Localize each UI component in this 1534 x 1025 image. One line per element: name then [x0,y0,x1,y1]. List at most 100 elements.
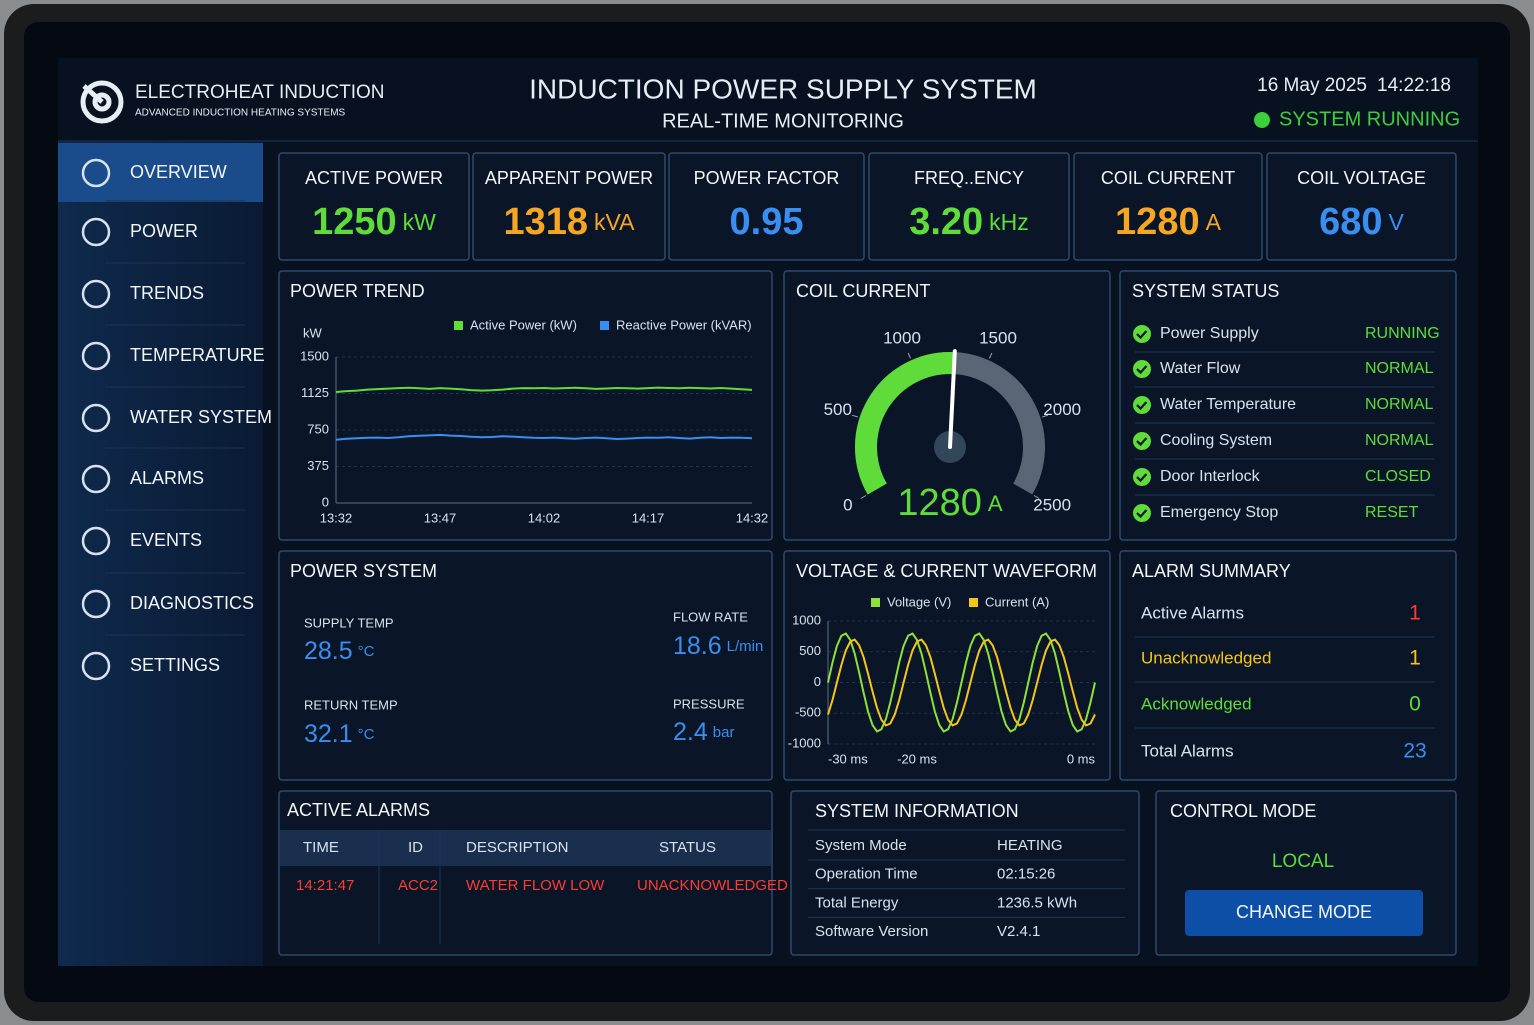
gauge-tick-label: 0 [843,495,852,514]
column-header: STATUS [659,839,716,856]
kpi-value: 0.95 [730,201,804,243]
status-check [1133,468,1151,486]
gauge-readout: 1280 A [897,482,1003,524]
nav-item[interactable]: TRENDS [130,283,204,303]
column-header: TIME [303,839,339,856]
alarm-label: Active Alarms [1141,603,1244,622]
status-state: RUNNING [1365,325,1440,342]
status-state: CLOSED [1365,468,1431,485]
kpi-number: 1280 [1115,201,1200,243]
panel [790,790,1140,956]
kpi-unit: kVA [594,209,635,235]
y-tick-label: 500 [799,643,821,658]
status-check [1133,504,1151,522]
nav-active [58,143,263,202]
panel-title: CONTROL MODE [1170,801,1316,821]
alarm-label: Acknowledged [1141,694,1252,713]
kpi-label: POWER FACTOR [694,168,840,188]
kpi-unit: V [1389,209,1405,235]
x-tick-label: 13:32 [320,510,353,525]
reading-value: 28.5 [304,637,353,665]
legend-label: Active Power (kW) [470,317,577,332]
alarm-label: Total Alarms [1141,741,1234,760]
reading-unit: L/min [727,638,764,655]
status-name: Power Supply [1160,325,1259,342]
status-name: Water Flow [1160,360,1241,377]
panel [472,152,666,261]
reading-label: FLOW RATE [673,609,748,624]
brand: ELECTROHEAT INDUCTION [135,82,385,103]
y-tick-label: 1000 [792,612,821,627]
y-tick-label: 1125 [301,385,329,400]
nav-item[interactable]: EVENTS [130,530,202,550]
status-check [1133,396,1151,414]
x-tick-label: 0 ms [1067,751,1096,766]
y-axis-label: kW [303,325,323,340]
page-title: INDUCTION POWER SUPPLY SYSTEM [529,73,1037,104]
gauge-fill [855,352,955,495]
change-mode-label[interactable]: CHANGE MODE [1236,902,1372,922]
status-check [1133,325,1151,343]
panel [278,550,773,781]
system-status: SYSTEM RUNNING [1279,108,1460,130]
nav-item[interactable]: ALARMS [130,468,204,488]
kpi-unit: A [1206,209,1222,235]
reading-value: 32.1 [304,720,353,748]
y-tick-label: 1500 [300,348,329,363]
gauge-tick-label: 2500 [1033,495,1071,514]
nav-item[interactable]: SETTINGS [130,655,220,675]
reading: 2.4 bar [673,718,734,746]
kpi-value: 1318 kVA [503,201,635,243]
logo [80,80,124,124]
status-check-mark [1136,437,1148,447]
kpi-label: FREQ..ENCY [914,168,1024,188]
nav-icon [81,464,111,494]
panel [278,152,470,261]
gauge-tick [1033,495,1040,499]
x-tick-label: 13:47 [424,510,457,525]
x-tick-label: -20 ms [897,751,937,766]
gauge-tick-label: 1500 [979,329,1017,348]
status-check-mark [1136,473,1148,483]
panel-title: COIL CURRENT [796,281,930,301]
panel-title: VOLTAGE & CURRENT WAVEFORM [796,561,1097,581]
gauge-tick [851,414,858,418]
info-label: Operation Time [815,866,918,883]
page-subtitle: REAL-TIME MONITORING [662,110,904,132]
nav-item[interactable]: TEMPERATURE [130,345,265,365]
alarm-count: 0 [1409,693,1421,716]
panel [1119,270,1457,541]
panel [1266,152,1457,261]
info-value: HEATING [997,837,1063,854]
info-value: V2.4.1 [997,923,1040,940]
nav-icon [81,589,111,619]
y-tick-label: 375 [307,458,329,473]
tagline: ADVANCED INDUCTION HEATING SYSTEMS [135,108,346,119]
status-state: NORMAL [1365,432,1434,449]
x-tick-label: 14:32 [736,510,769,525]
x-tick-label: -30 ms [828,751,868,766]
kpi-unit: kW [403,209,437,235]
reading: 18.6 L/min [673,632,763,660]
reading-label: SUPPLY TEMP [304,615,394,630]
reading-unit: bar [713,724,735,741]
legend-swatch [600,321,609,330]
nav-item[interactable]: WATER SYSTEM [130,407,272,427]
nav-item[interactable]: DIAGNOSTICS [130,593,254,613]
legend-swatch [969,598,978,607]
status-name: Water Temperature [1160,396,1296,413]
nav-icon [81,651,111,681]
status-state: NORMAL [1365,396,1434,413]
gauge-tick-label: 500 [824,400,852,419]
panel [1073,152,1263,261]
series-line [335,386,753,393]
change-mode-button[interactable] [1185,890,1423,936]
panel [868,152,1070,261]
y-tick-label: 0 [322,494,329,509]
panel-title: SYSTEM INFORMATION [815,801,1019,821]
gauge-tick [1042,414,1049,418]
kpi-label: APPARENT POWER [485,168,653,188]
nav-item[interactable]: POWER [130,221,198,241]
nav-item[interactable]: OVERVIEW [130,162,227,182]
alarm-cell: ACC2 [398,877,438,894]
